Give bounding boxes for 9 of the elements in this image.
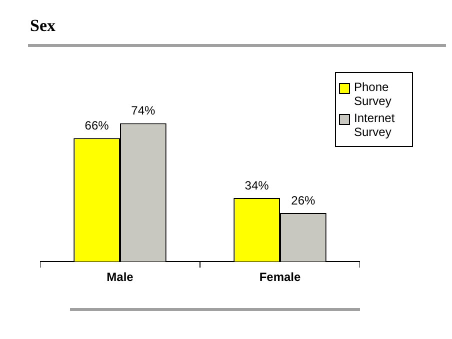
data-label: 66% [84, 118, 110, 132]
data-label: 34% [244, 178, 270, 192]
data-label: 26% [291, 193, 316, 208]
x-tick-label: Male [106, 270, 134, 284]
chart-title: Sex [30, 16, 56, 36]
data-label: 74% [131, 104, 156, 118]
legend-label: Phone Survey [354, 80, 392, 108]
x-tick-label: Female [259, 270, 301, 284]
legend-label: Internet Survey [354, 111, 396, 139]
